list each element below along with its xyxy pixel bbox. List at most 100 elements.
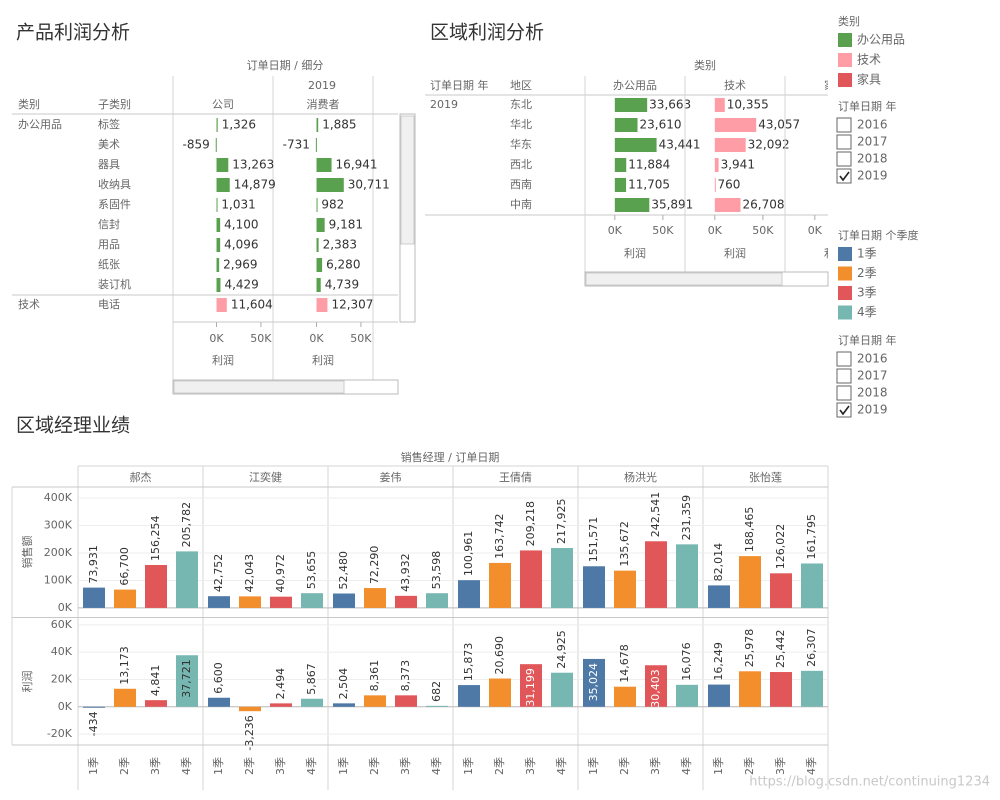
value-label: 15,873	[462, 643, 475, 682]
value-label: 53,598	[430, 551, 443, 590]
rows: 办公用品 标签 1,326 1,885 美术 -859 -731 器具 13,263 16,941…	[12, 117, 398, 312]
value-label: 135,672	[618, 521, 631, 567]
value-label: 33,663	[649, 98, 691, 112]
bar	[770, 573, 792, 608]
value-label: 40,972	[274, 554, 287, 593]
value-label: 16,941	[336, 158, 378, 172]
bar	[614, 158, 627, 172]
bar	[714, 138, 746, 152]
value-label: 35,891	[651, 198, 693, 212]
category-label: 技术	[18, 298, 40, 311]
legend-label: 4季	[857, 305, 877, 319]
axis-label: 利润	[212, 353, 234, 367]
y-tick-label: 0K	[58, 601, 73, 614]
value-label: 4,096	[224, 238, 258, 252]
column-header: 销售经理 / 订单日期	[401, 450, 500, 464]
bar	[216, 178, 230, 192]
checkbox[interactable]	[836, 351, 852, 367]
row-header: 地区	[510, 79, 532, 92]
manager-label: 江奕健	[249, 470, 282, 484]
category-label: 办公用品	[18, 118, 62, 131]
legend-label: 2016	[857, 118, 888, 132]
year-label: 2019	[430, 98, 458, 111]
bar	[714, 158, 719, 172]
x-tick-label: 1季	[587, 757, 600, 775]
x-tick-label: 1季	[462, 757, 475, 775]
value-label: 14,879	[234, 178, 276, 192]
value-label: 156,254	[149, 515, 162, 561]
bar	[316, 198, 318, 212]
x-tick-label: 3季	[524, 757, 537, 775]
checkbox[interactable]	[836, 385, 852, 401]
bar	[316, 158, 332, 172]
value-label: 20,690	[493, 636, 506, 675]
bar	[216, 278, 221, 292]
bar	[239, 706, 261, 712]
axis-label: 利润	[312, 353, 334, 367]
bar	[216, 218, 221, 232]
checkbox[interactable]	[836, 168, 852, 184]
value-label: 205,782	[180, 502, 193, 548]
y-tick-label: 20K	[51, 672, 73, 685]
x-tick-label: 3季	[274, 757, 287, 775]
bar	[714, 198, 741, 212]
bar	[270, 596, 292, 608]
region-label: 东北	[510, 98, 532, 111]
legend-label: 2016	[857, 352, 888, 366]
axis-label: 利润	[624, 246, 646, 260]
bar	[176, 655, 198, 707]
bar	[676, 544, 698, 608]
legend-title: 订单日期 年	[838, 333, 897, 347]
bar	[583, 658, 605, 707]
bar	[83, 587, 105, 608]
subcategory-label: 纸张	[98, 258, 120, 271]
x-tick-label: 3季	[149, 757, 162, 775]
bar	[614, 570, 636, 608]
manager-label: 郝杰	[130, 470, 152, 484]
x-tick-label: 2季	[368, 757, 381, 775]
category-header: 办公用品	[613, 79, 657, 92]
bar	[520, 550, 542, 608]
region-label: 华东	[510, 137, 532, 151]
value-label: 43,441	[659, 138, 701, 152]
x-tick-label: 0K	[608, 224, 623, 237]
checkbox[interactable]	[836, 151, 852, 167]
scroll-thumb	[173, 380, 345, 394]
column-header: 类别	[694, 58, 716, 72]
value-label: 11,705	[628, 178, 670, 192]
watermark: https://blog.csdn.net/continuing1234	[749, 775, 990, 790]
value-label: 42,043	[243, 554, 256, 593]
value-label: 35,024	[587, 663, 600, 702]
value-label: -434	[87, 711, 100, 736]
bar	[83, 706, 105, 708]
checkbox[interactable]	[836, 134, 852, 150]
checkbox[interactable]	[836, 368, 852, 384]
legend-title: 订单日期 个季度	[838, 228, 919, 242]
bar	[426, 593, 448, 608]
x-tick-label: 50K	[752, 224, 774, 237]
value-label: 37,721	[180, 659, 193, 698]
bar	[458, 580, 480, 608]
value-label: 231,359	[680, 495, 693, 541]
y-tick-label: 200K	[44, 546, 73, 559]
bar	[801, 670, 823, 707]
legend-swatch	[838, 286, 852, 300]
x-tick-label: 0K	[209, 332, 224, 345]
x-tick-label: 0K	[708, 224, 723, 237]
checkbox[interactable]	[836, 117, 852, 133]
bar	[301, 698, 323, 707]
bar	[583, 566, 605, 608]
manager-label: 姜伟	[380, 470, 402, 484]
y-tick-label: 60K	[51, 618, 73, 631]
legend-label: 2019	[857, 169, 888, 183]
x-tick-label: 3季	[774, 757, 787, 775]
checkbox[interactable]	[836, 402, 852, 418]
checkmark	[839, 171, 850, 182]
value-label: 682	[430, 681, 443, 702]
legend-label: 3季	[857, 286, 877, 300]
axis-title: 利润	[20, 671, 34, 693]
subcategory-label: 美术	[98, 138, 120, 151]
value-label: 25,442	[774, 630, 787, 669]
value-label: 26,307	[805, 628, 818, 667]
bar	[316, 118, 319, 132]
